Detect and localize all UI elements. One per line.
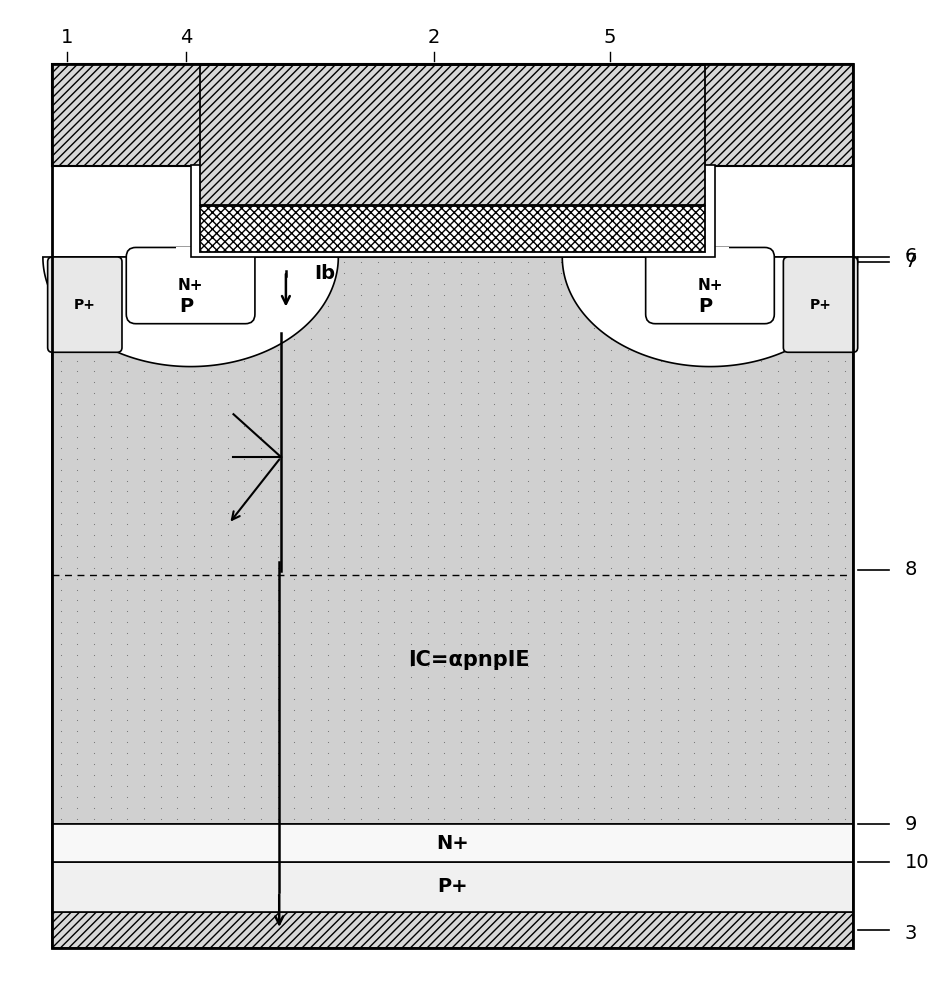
- Bar: [176, 247, 728, 257]
- Bar: [52, 912, 852, 948]
- Text: 9: 9: [903, 815, 916, 834]
- Text: 7: 7: [903, 252, 916, 271]
- FancyBboxPatch shape: [48, 257, 122, 352]
- Bar: [52, 862, 852, 912]
- Text: N+: N+: [436, 834, 468, 853]
- Bar: [52, 824, 852, 862]
- FancyBboxPatch shape: [645, 247, 773, 324]
- Text: N+: N+: [697, 278, 722, 293]
- Text: 10: 10: [903, 853, 928, 872]
- Bar: [52, 64, 852, 166]
- Text: IC=αpnpIE: IC=αpnpIE: [407, 650, 529, 670]
- Bar: [200, 65, 704, 205]
- Text: 1: 1: [61, 28, 72, 47]
- Text: P: P: [179, 297, 192, 316]
- Text: 3: 3: [903, 924, 916, 943]
- Polygon shape: [562, 257, 857, 367]
- Text: 5: 5: [603, 28, 616, 47]
- Polygon shape: [43, 257, 338, 367]
- FancyBboxPatch shape: [783, 257, 857, 352]
- Text: 4: 4: [180, 28, 191, 47]
- Text: 8: 8: [903, 560, 916, 579]
- Text: 6: 6: [903, 247, 916, 266]
- Bar: [200, 206, 704, 252]
- FancyBboxPatch shape: [126, 247, 254, 324]
- Bar: [52, 257, 852, 824]
- Text: 2: 2: [427, 28, 439, 47]
- Bar: [52, 64, 852, 948]
- Bar: [190, 165, 714, 257]
- Text: Ib: Ib: [314, 264, 335, 283]
- Text: P+: P+: [437, 877, 467, 896]
- Bar: [200, 206, 704, 252]
- Text: P+: P+: [74, 298, 95, 312]
- Text: P: P: [698, 297, 711, 316]
- Text: N+: N+: [178, 278, 203, 293]
- Text: P+: P+: [809, 298, 830, 312]
